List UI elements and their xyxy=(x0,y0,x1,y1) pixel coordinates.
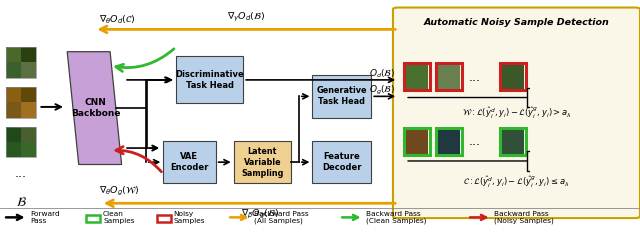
Bar xyxy=(500,128,526,155)
Bar xyxy=(6,142,21,157)
Text: Feature
Decoder: Feature Decoder xyxy=(322,152,362,172)
FancyBboxPatch shape xyxy=(393,8,640,218)
Bar xyxy=(21,102,36,118)
Bar xyxy=(21,142,36,157)
Text: Discriminative
Task Head: Discriminative Task Head xyxy=(175,70,244,90)
FancyBboxPatch shape xyxy=(163,141,216,183)
Bar xyxy=(6,62,21,78)
Bar xyxy=(6,127,21,142)
FancyBboxPatch shape xyxy=(312,141,371,183)
Text: Automatic Noisy Sample Detection: Automatic Noisy Sample Detection xyxy=(424,18,609,27)
Text: Backward Pass
(Clean Samples): Backward Pass (Clean Samples) xyxy=(366,211,427,224)
Polygon shape xyxy=(67,52,122,164)
Bar xyxy=(502,129,524,154)
Bar xyxy=(436,128,462,155)
FancyBboxPatch shape xyxy=(234,141,291,183)
Text: $\nabla_\theta O_d(\mathcal{C})$: $\nabla_\theta O_d(\mathcal{C})$ xyxy=(99,14,136,26)
Bar xyxy=(438,129,460,154)
Bar xyxy=(438,64,460,90)
Bar xyxy=(6,87,36,118)
Text: Latent
Variable
Sampling: Latent Variable Sampling xyxy=(241,147,284,178)
Text: Forward
Pass: Forward Pass xyxy=(30,211,60,224)
Text: $\nabla_\beta O_g(\mathcal{B})$: $\nabla_\beta O_g(\mathcal{B})$ xyxy=(241,208,279,221)
Bar xyxy=(21,127,36,142)
Text: $\nabla_\gamma O_d(\mathcal{B})$: $\nabla_\gamma O_d(\mathcal{B})$ xyxy=(227,10,266,24)
Bar xyxy=(21,47,36,62)
Text: VAE
Encoder: VAE Encoder xyxy=(170,152,209,172)
Bar xyxy=(406,64,428,90)
Text: CNN
Backbone: CNN Backbone xyxy=(71,98,120,118)
Text: $O_d(\mathcal{B})$: $O_d(\mathcal{B})$ xyxy=(369,68,395,80)
Text: $O_g(\mathcal{B})$: $O_g(\mathcal{B})$ xyxy=(369,84,395,97)
Bar xyxy=(406,129,428,154)
Bar xyxy=(502,64,524,90)
Bar xyxy=(21,62,36,78)
Bar xyxy=(6,127,36,157)
Text: Generative
Task Head: Generative Task Head xyxy=(317,86,367,106)
Bar xyxy=(6,87,21,102)
Text: $\mathcal{B}$: $\mathcal{B}$ xyxy=(16,196,26,209)
Bar xyxy=(6,47,36,78)
FancyBboxPatch shape xyxy=(312,75,371,118)
Text: Clean
Samples: Clean Samples xyxy=(103,211,134,224)
Bar xyxy=(157,215,171,222)
Bar xyxy=(21,87,36,102)
Bar xyxy=(404,128,430,155)
Text: $\mathcal{W}:\mathcal{L}(\hat{y}_i^d,y_i)-\mathcal{L}(\hat{y}_i^g,y_i)>a_\lambda: $\mathcal{W}:\mathcal{L}(\hat{y}_i^d,y_i… xyxy=(461,106,572,121)
Bar xyxy=(6,102,21,118)
Text: Noisy
Samples: Noisy Samples xyxy=(173,211,205,224)
Text: $\mathcal{C}:\mathcal{L}(\hat{y}_i^d,y_i)-\mathcal{L}(\hat{y}_i^g,y_i)\leq a_\la: $\mathcal{C}:\mathcal{L}(\hat{y}_i^d,y_i… xyxy=(463,175,570,190)
Bar xyxy=(436,63,462,90)
Text: Backward Pass
(Noisy Samples): Backward Pass (Noisy Samples) xyxy=(494,211,554,224)
Text: ...: ... xyxy=(469,135,481,148)
Bar xyxy=(404,63,430,90)
Text: $\nabla_\theta O_g(\mathcal{W})$: $\nabla_\theta O_g(\mathcal{W})$ xyxy=(99,185,140,198)
Bar xyxy=(86,215,100,222)
Bar xyxy=(500,63,526,90)
FancyBboxPatch shape xyxy=(176,56,243,103)
Text: Backward Pass
(All Samples): Backward Pass (All Samples) xyxy=(254,211,308,224)
Text: ...: ... xyxy=(469,70,481,84)
Bar xyxy=(6,47,21,62)
Text: ...: ... xyxy=(15,167,27,180)
